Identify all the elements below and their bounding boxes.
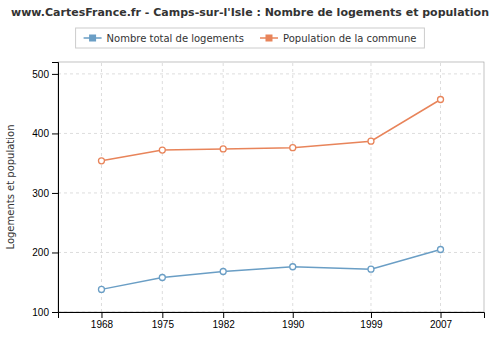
y-axis: 100 200 300 400 500 (32, 63, 58, 318)
y-tick-mark (52, 312, 58, 313)
x-tick: 1999 (360, 312, 383, 330)
x-tick: 2007 (430, 312, 453, 330)
grid-line-y (58, 73, 484, 74)
legend-item: Population de la commune (260, 33, 416, 44)
legend-swatch (89, 35, 96, 42)
y-tick: 500 (32, 69, 58, 80)
grid-line-y (58, 252, 484, 253)
series-point (368, 266, 374, 272)
y-tick: 200 (32, 247, 58, 258)
y-tick-label: 500 (32, 69, 49, 80)
y-tick-label: 200 (32, 247, 49, 258)
series-point (98, 286, 104, 292)
y-axis-title: Logements et population (5, 124, 16, 249)
y-tick-mark (52, 193, 58, 194)
legend-item: Nombre total de logements (84, 33, 244, 44)
x-tick: 1982 (213, 312, 236, 330)
x-tick: 1968 (91, 312, 114, 330)
grid-line-y (58, 192, 484, 193)
grid (58, 62, 484, 312)
grid-line-x (292, 62, 293, 312)
series-point (438, 247, 444, 253)
series-point (220, 269, 226, 275)
x-tick-label: 1982 (213, 319, 236, 330)
series-point (290, 145, 296, 151)
y-tick-mark (52, 74, 58, 75)
series-point (368, 138, 374, 144)
chart-svg: www.CartesFrance.fr - Camps-sur-l'Isle :… (0, 0, 500, 340)
legend-swatch (265, 35, 272, 42)
x-tick-mark (101, 312, 102, 318)
series-point (220, 146, 226, 152)
y-tick-label: 400 (32, 128, 49, 139)
series-point (438, 97, 444, 103)
legend-label: Nombre total de logements (107, 33, 244, 44)
x-tick-label: 1975 (152, 319, 175, 330)
legend-frame (76, 28, 425, 48)
x-tick-mark (162, 312, 163, 318)
y-axis-line (52, 63, 59, 313)
y-tick-mark (52, 133, 58, 134)
y-tick-mark (52, 252, 58, 253)
x-tick-mark (371, 312, 372, 318)
grid-line-x (101, 62, 102, 312)
y-tick: 300 (32, 188, 58, 199)
legend-label: Population de la commune (283, 33, 416, 44)
series-point (98, 158, 104, 164)
series-line (101, 250, 440, 290)
legend: Nombre total de logements Population de l… (76, 28, 425, 48)
series-point (159, 147, 165, 153)
plot-frame (58, 62, 484, 312)
series-line (101, 100, 440, 161)
chart-container: www.CartesFrance.fr - Camps-sur-l'Isle :… (0, 0, 500, 340)
x-axis: 1968 1975 1982 1990 1999 2007 (59, 312, 485, 330)
y-tick-label: 300 (32, 188, 49, 199)
grid-line-y (58, 133, 484, 134)
y-tick: 400 (32, 128, 58, 139)
x-tick-mark (441, 312, 442, 318)
title: www.CartesFrance.fr - Camps-sur-l'Isle :… (11, 6, 489, 19)
y-tick: 100 (32, 307, 58, 318)
y-tick-label: 100 (32, 307, 49, 318)
x-tick-mark (293, 312, 294, 318)
x-tick-label: 1968 (91, 319, 114, 330)
x-tick-mark (223, 312, 224, 318)
plot-area (98, 97, 443, 293)
series-point (159, 274, 165, 280)
x-tick: 1975 (152, 312, 175, 330)
x-axis-line (59, 313, 485, 319)
series-point (290, 264, 296, 270)
x-tick-label: 1990 (282, 319, 305, 330)
grid-line-x (370, 62, 371, 312)
x-tick: 1990 (282, 312, 305, 330)
x-tick-label: 2007 (430, 319, 453, 330)
x-tick-label: 1999 (360, 319, 383, 330)
